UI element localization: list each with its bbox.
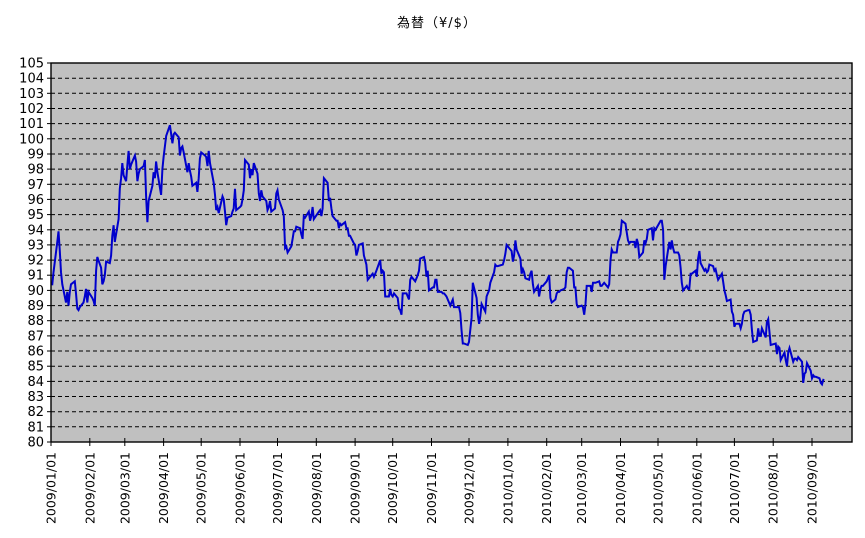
y-tick-label: 98 — [27, 163, 44, 178]
y-tick-label: 93 — [27, 238, 44, 253]
x-tick-label: 2009/02/01 — [82, 452, 97, 524]
x-tick-label: 2009/06/01 — [233, 452, 248, 524]
y-tick-label: 96 — [27, 193, 44, 208]
x-tick-label: 2009/07/01 — [270, 452, 285, 524]
y-tick-label: 95 — [27, 208, 44, 223]
y-tick-label: 82 — [27, 405, 44, 420]
y-tick-label: 89 — [27, 299, 44, 314]
x-tick-label: 2010/08/01 — [766, 452, 781, 524]
y-tick-label: 100 — [19, 132, 44, 147]
x-tick-label: 2009/12/01 — [462, 452, 477, 524]
x-tick-label: 2010/04/01 — [613, 452, 628, 524]
y-tick-label: 86 — [27, 345, 44, 360]
horizontal-gridlines — [51, 77, 852, 428]
series-line-yen-per-dollar — [51, 124, 825, 387]
y-tick-label: 102 — [19, 102, 44, 117]
y-tick-label: 104 — [19, 72, 44, 87]
y-tick-label: 80 — [27, 436, 44, 451]
y-tick-label: 97 — [27, 178, 44, 193]
x-tick-label: 2009/11/01 — [424, 452, 439, 524]
x-tick-label: 2009/03/01 — [117, 452, 132, 524]
x-tick-label: 2009/01/01 — [44, 452, 59, 524]
x-axis: 2009/01/01 2009/02/01 2009/03/01 2009/04/01… — [44, 438, 820, 524]
chart-title: 為替（¥/$） — [397, 16, 477, 31]
x-tick-label: 2010/01/01 — [500, 452, 515, 524]
y-tick-label: 91 — [27, 269, 44, 284]
y-tick-label: 85 — [27, 360, 44, 375]
y-tick-label: 99 — [27, 148, 44, 163]
x-tick-label: 2010/03/01 — [574, 452, 589, 524]
x-tick-label: 2009/10/01 — [385, 452, 400, 524]
y-tick-label: 103 — [19, 87, 44, 102]
x-tick-label: 2010/05/01 — [651, 452, 666, 524]
y-tick-label: 90 — [27, 284, 44, 299]
x-tick-label: 2009/05/01 — [194, 452, 209, 524]
x-tick-label: 2010/02/01 — [539, 452, 554, 524]
y-tick-label: 92 — [27, 254, 44, 269]
plot-area — [51, 63, 852, 442]
x-tick-label: 2010/06/01 — [689, 452, 704, 524]
y-tick-label: 94 — [27, 223, 44, 238]
y-tick-label: 105 — [19, 57, 44, 72]
y-tick-label: 83 — [27, 390, 44, 405]
y-tick-label: 88 — [27, 314, 44, 329]
x-tick-label: 2009/09/01 — [348, 452, 363, 524]
x-tick-label: 2009/04/01 — [156, 452, 171, 524]
y-tick-label: 84 — [27, 375, 44, 390]
x-tick-label: 2010/07/01 — [727, 452, 742, 524]
x-tick-label: 2009/08/01 — [309, 452, 324, 524]
y-axis: 8081828384858687888990919293949596979899… — [19, 57, 51, 451]
y-tick-label: 81 — [27, 420, 44, 435]
y-tick-label: 101 — [19, 117, 44, 132]
y-tick-label: 87 — [27, 329, 44, 344]
x-tick-label: 2010/09/01 — [805, 452, 820, 524]
plot-border — [50, 62, 853, 443]
